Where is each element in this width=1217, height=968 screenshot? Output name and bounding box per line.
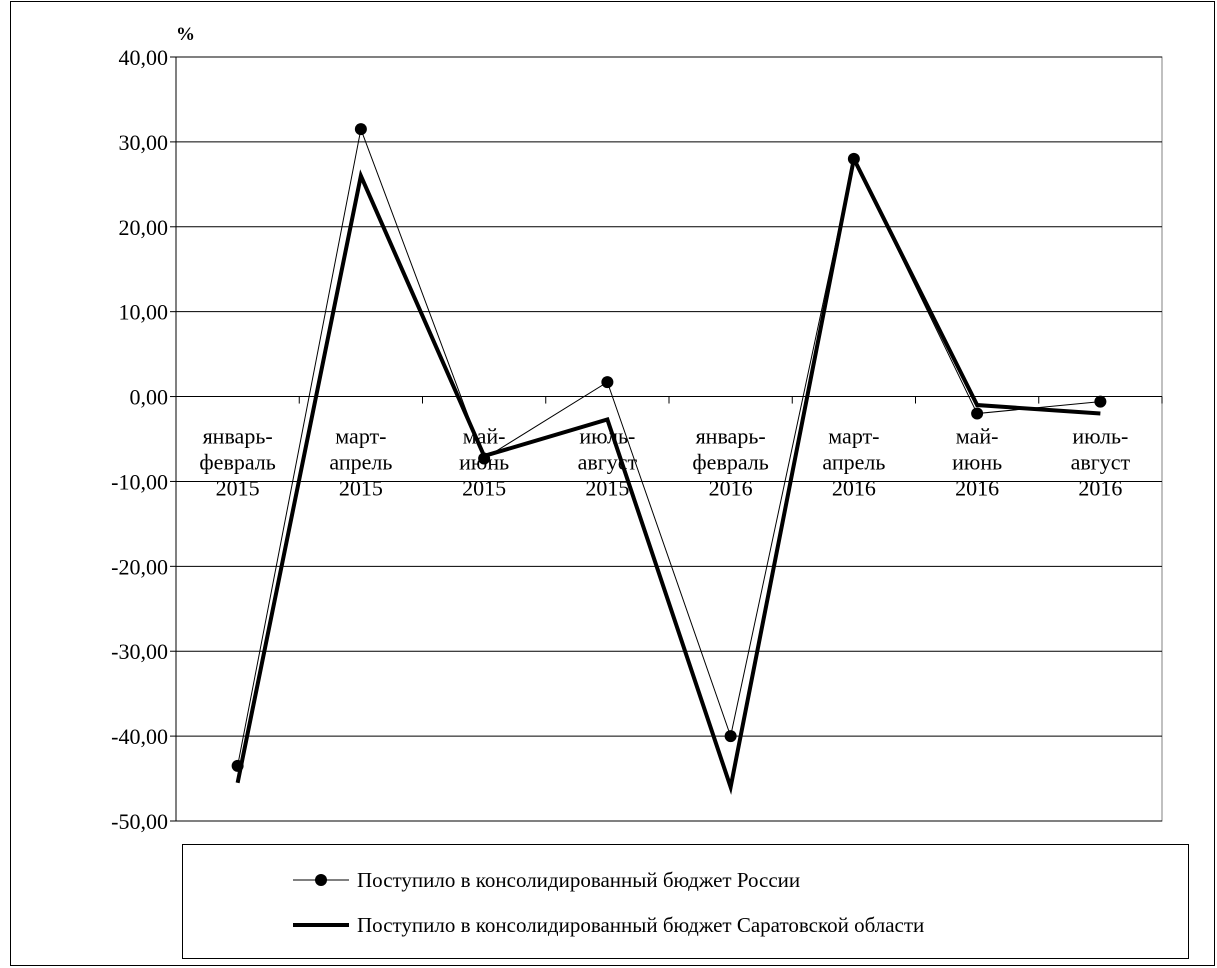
x-category-label: июль-август 2015 [578,424,638,501]
legend-label-saratov: Поступило в консолидированный бюджет Сар… [357,912,925,937]
legend-marker-thin-line-icon [293,874,349,886]
y-tick-label: -10,00 [111,469,168,494]
x-category-label: май-июнь 2016 [952,424,1002,501]
x-category-label: январь-февраль 2016 [692,424,768,501]
y-tick-label: -50,00 [111,809,168,834]
series-point-0 [1094,395,1107,408]
legend-marker-thick-line-icon [293,923,349,927]
y-tick-label: 20,00 [119,215,169,240]
x-category-label: март-апрель 2015 [329,424,392,501]
plot-area [175,56,1163,822]
grid-layer [175,56,1163,822]
legend-item-russia: Поступило в консолидированный бюджет Рос… [293,865,800,895]
y-tick-label: -40,00 [111,724,168,749]
series-point-0 [724,730,737,743]
legend-label-russia: Поступило в консолидированный бюджет Рос… [357,867,801,892]
series-line-0 [237,127,1101,766]
axis-layer [170,56,1163,822]
y-tick-label: 40,00 [119,45,169,70]
legend-item-saratov: Поступило в консолидированный бюджет Сар… [293,910,924,940]
y-unit-label: % [176,24,195,45]
series-line-1 [235,152,1101,795]
x-category-label: январь-февраль 2015 [199,424,275,501]
series-point-0 [354,123,367,136]
y-tick-label: 0,00 [130,385,169,410]
series-point-0 [601,376,614,389]
y-tick-label: -30,00 [111,639,168,664]
series-layer [231,123,1107,795]
y-tick-labels: 40,00 30,00 20,00 10,00 0,00 -10,00 -20,00 -30,… [111,45,168,834]
legend: Поступило в консолидированный бюджет Рос… [182,844,1189,959]
y-tick-label: -20,00 [111,554,168,579]
x-category-label: март-апрель 2016 [822,424,885,501]
y-tick-label: 30,00 [119,130,169,155]
chart-frame [10,1,1215,966]
series-point-0 [971,407,984,420]
x-category-label: июль-август 2016 [1071,424,1131,501]
y-tick-label: 10,00 [119,300,169,325]
